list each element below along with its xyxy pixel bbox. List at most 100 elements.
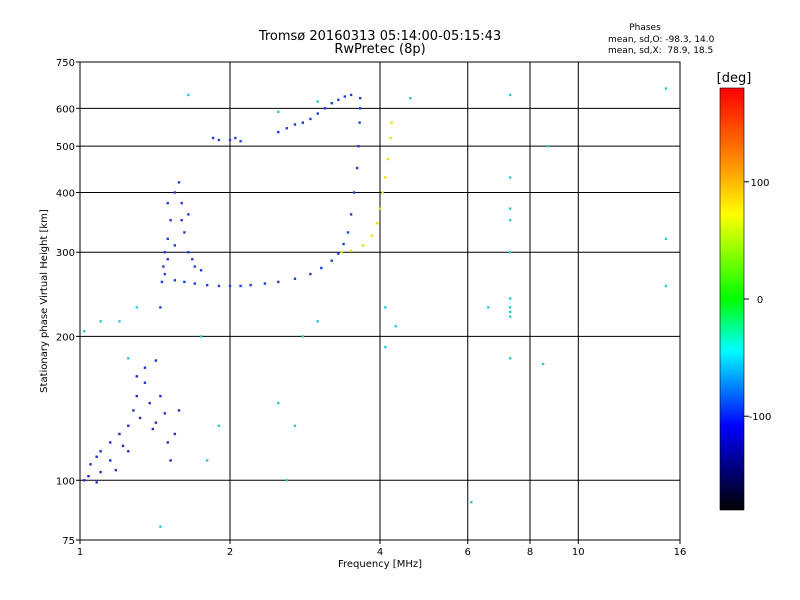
data-point — [159, 525, 162, 528]
data-point — [177, 181, 181, 184]
data-point — [159, 394, 162, 398]
data-point — [285, 127, 288, 130]
data-point — [384, 176, 387, 179]
data-point — [148, 401, 151, 405]
data-point — [187, 93, 190, 97]
data-point — [166, 201, 169, 205]
data-point — [409, 96, 412, 100]
data-point — [183, 280, 186, 284]
data-point — [349, 213, 353, 216]
data-point — [664, 284, 668, 288]
colorbar-tick-label: 0 — [757, 295, 763, 306]
data-point — [169, 459, 172, 462]
y-tick-label: 200 — [56, 332, 75, 343]
y-tick-label: 300 — [56, 248, 75, 259]
data-point — [293, 123, 297, 126]
data-point — [508, 306, 512, 309]
data-point — [114, 468, 118, 472]
data-point — [187, 213, 190, 216]
y-tick-label: 750 — [56, 58, 75, 69]
data-point — [508, 93, 512, 97]
data-point — [277, 110, 280, 114]
x-tick-label: 1 — [77, 547, 83, 558]
data-point — [143, 366, 147, 369]
data-point — [95, 455, 98, 458]
data-point — [121, 444, 125, 448]
data-point — [394, 325, 397, 328]
data-point — [376, 222, 379, 225]
data-point — [127, 424, 130, 428]
data-point — [343, 95, 347, 98]
data-point — [173, 432, 177, 436]
data-point — [330, 101, 333, 105]
data-point — [320, 266, 323, 270]
data-point — [263, 282, 267, 285]
data-point — [160, 280, 164, 284]
data-point — [132, 409, 135, 412]
data-point — [173, 191, 177, 194]
colorbar-tick-label: -100 — [749, 412, 772, 423]
data-point — [193, 265, 197, 268]
data-point — [135, 394, 138, 398]
data-point — [386, 157, 390, 161]
data-point — [143, 381, 147, 384]
colorbar — [719, 87, 745, 511]
y-axis-ticks: 75 100 200 300 400 500 600 750 — [56, 58, 80, 547]
data-point — [370, 234, 373, 237]
data-point — [89, 463, 92, 466]
data-point — [340, 251, 343, 254]
data-point — [342, 242, 345, 246]
data-point — [508, 176, 512, 179]
data-point — [323, 107, 327, 110]
data-point — [95, 481, 98, 484]
x-tick-label: 8 — [527, 547, 533, 558]
x-tick-label: 4 — [377, 547, 383, 558]
data-point — [199, 335, 203, 338]
data-points — [83, 87, 668, 528]
data-point — [349, 249, 353, 253]
x-axis-label: Frequency [MHz] — [338, 559, 422, 570]
phases-heading: Phases — [629, 23, 661, 33]
data-point — [228, 138, 232, 142]
x-tick-label: 6 — [465, 547, 471, 558]
data-point — [217, 284, 221, 288]
data-point — [173, 244, 177, 247]
data-point — [193, 282, 197, 285]
y-tick-label: 600 — [56, 104, 75, 115]
data-point — [378, 207, 382, 210]
data-point — [138, 416, 142, 420]
data-point — [228, 284, 232, 288]
data-point — [508, 207, 512, 210]
data-point — [191, 258, 194, 261]
phases-o-line: mean, sd,O: -98.3, 14.0 — [608, 35, 715, 45]
y-axis-label: Stationary phase Virtual Height [km] — [39, 209, 50, 393]
data-point — [166, 441, 169, 444]
data-point — [205, 283, 209, 287]
x-axis-ticks: 1 2 4 6 8 10 16 — [77, 540, 686, 558]
data-point — [118, 432, 121, 436]
data-point — [541, 362, 545, 366]
data-point — [316, 100, 319, 103]
data-point — [664, 87, 668, 90]
data-point — [316, 320, 319, 323]
data-point — [166, 237, 169, 241]
data-point — [199, 269, 203, 272]
x-tick-label: 10 — [572, 547, 585, 558]
data-point — [487, 306, 490, 309]
data-point — [384, 345, 387, 349]
data-point — [169, 219, 172, 222]
data-point — [337, 98, 340, 102]
data-point — [358, 107, 362, 110]
data-point — [277, 280, 280, 284]
data-point — [109, 441, 112, 444]
data-point — [293, 277, 297, 280]
data-point — [249, 283, 252, 287]
data-point — [211, 136, 215, 140]
data-point — [205, 459, 209, 462]
data-point — [664, 237, 668, 241]
colorbar-tick-label: 100 — [750, 178, 769, 189]
data-point — [277, 130, 280, 134]
y-tick-label: 500 — [56, 142, 75, 153]
data-point — [118, 320, 121, 323]
data-point — [390, 121, 393, 124]
